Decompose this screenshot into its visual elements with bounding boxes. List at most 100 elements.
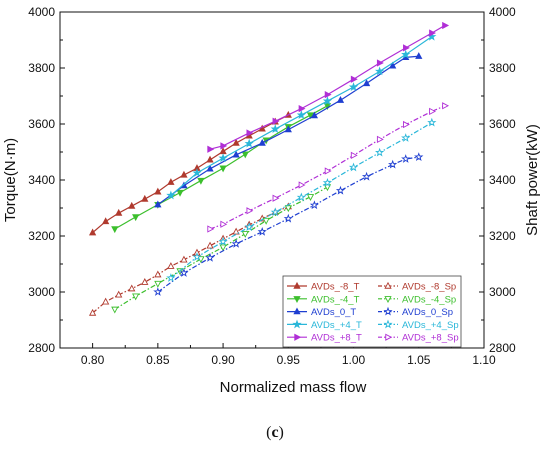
data-point xyxy=(270,124,280,133)
y-right-tick-label: 3400 xyxy=(489,173,516,187)
data-point xyxy=(111,306,119,314)
data-point xyxy=(111,226,119,234)
data-point xyxy=(306,194,315,201)
data-point xyxy=(272,117,280,125)
legend-label-avds-4-t: AVDs_+4_T xyxy=(311,320,362,331)
data-point xyxy=(296,192,306,202)
data-point xyxy=(232,138,240,146)
data-point xyxy=(284,125,292,133)
y-right-tick-label: 3200 xyxy=(489,229,516,243)
data-point xyxy=(206,241,214,249)
data-point xyxy=(296,110,306,119)
x-tick-label: 0.80 xyxy=(81,353,105,367)
x-axis-label: Normalized mass flow xyxy=(220,379,367,396)
data-point xyxy=(154,200,162,208)
data-point xyxy=(141,278,149,285)
data-point xyxy=(179,268,189,277)
data-point xyxy=(246,129,254,137)
legend-box xyxy=(282,275,462,348)
data-point xyxy=(257,226,267,236)
data-point xyxy=(219,165,227,173)
y-right-tick-label: 3800 xyxy=(489,61,516,75)
data-point xyxy=(442,21,450,30)
legend-marker xyxy=(294,333,302,341)
y-left-tick-label: 4000 xyxy=(28,5,55,19)
data-point xyxy=(88,308,97,316)
data-point xyxy=(167,262,175,269)
data-point xyxy=(298,104,306,113)
y-right-tick-label: 3600 xyxy=(489,117,516,131)
x-tick-label: 1.05 xyxy=(407,353,431,367)
data-point xyxy=(401,133,411,142)
data-point xyxy=(180,170,188,178)
caption-letter: c xyxy=(271,424,278,441)
data-point xyxy=(388,159,398,169)
data-point xyxy=(232,227,240,235)
data-point xyxy=(376,135,384,144)
data-point xyxy=(218,236,228,246)
legend-marker xyxy=(293,307,301,315)
series-avds-0-t xyxy=(154,52,423,208)
data-point xyxy=(350,75,358,83)
data-point xyxy=(166,273,176,282)
series-avds-4-sp xyxy=(166,117,437,282)
y-left-tick-label: 3200 xyxy=(28,229,55,243)
data-point xyxy=(350,151,358,159)
y-left-tick-label: 3400 xyxy=(28,173,55,187)
data-point xyxy=(324,167,332,175)
data-point xyxy=(310,111,319,119)
data-point xyxy=(284,205,292,213)
data-point xyxy=(115,208,123,216)
data-point xyxy=(154,280,162,288)
data-point xyxy=(220,142,228,150)
data-point xyxy=(241,231,249,238)
data-point xyxy=(389,61,397,69)
data-point xyxy=(115,290,123,298)
legend-label-avds-4-sp: AVDs_-4_Sp xyxy=(402,294,456,305)
legend-marker xyxy=(384,296,392,303)
caption-close-paren: ) xyxy=(279,424,284,441)
data-point xyxy=(141,194,149,202)
x-tick-label: 0.95 xyxy=(277,353,301,367)
data-point xyxy=(192,168,202,177)
data-point xyxy=(154,187,162,195)
series-avds-0-sp xyxy=(153,152,424,296)
data-point xyxy=(348,162,359,172)
data-point xyxy=(128,201,136,209)
data-point xyxy=(272,194,280,202)
y-left-tick-label: 2800 xyxy=(28,341,55,355)
data-point xyxy=(401,49,411,59)
series-line xyxy=(170,122,433,279)
data-point xyxy=(154,270,162,278)
legend-marker xyxy=(293,281,301,289)
data-point xyxy=(348,82,359,91)
data-point xyxy=(167,178,175,185)
data-point xyxy=(206,164,214,172)
series-avds-8-sp xyxy=(207,102,450,233)
legend-marker xyxy=(383,319,393,329)
data-point xyxy=(262,217,270,225)
data-point xyxy=(375,147,385,157)
legend-label-avds-8-sp: AVDs_-8_Sp xyxy=(402,282,456,293)
data-point xyxy=(306,112,315,120)
data-point xyxy=(322,96,333,105)
data-point xyxy=(442,102,450,110)
legend-label-avds-4-t: AVDs_-4_T xyxy=(311,294,360,305)
data-point xyxy=(192,252,202,261)
data-point xyxy=(102,217,110,225)
data-point xyxy=(403,44,410,52)
data-point xyxy=(270,207,280,217)
data-point xyxy=(197,256,205,264)
caption-open-paren: ( xyxy=(266,424,271,441)
data-point xyxy=(361,171,372,181)
legend-label-avds-8-sp: AVDs_+8_Sp xyxy=(402,333,459,344)
data-point xyxy=(429,29,436,37)
series-line xyxy=(92,206,289,314)
legend-label-avds-8-t: AVDs_+8_T xyxy=(311,333,362,344)
data-point xyxy=(244,138,254,148)
data-point xyxy=(323,103,332,110)
y-right-tick-label: 4000 xyxy=(489,5,516,19)
data-point xyxy=(335,185,346,195)
